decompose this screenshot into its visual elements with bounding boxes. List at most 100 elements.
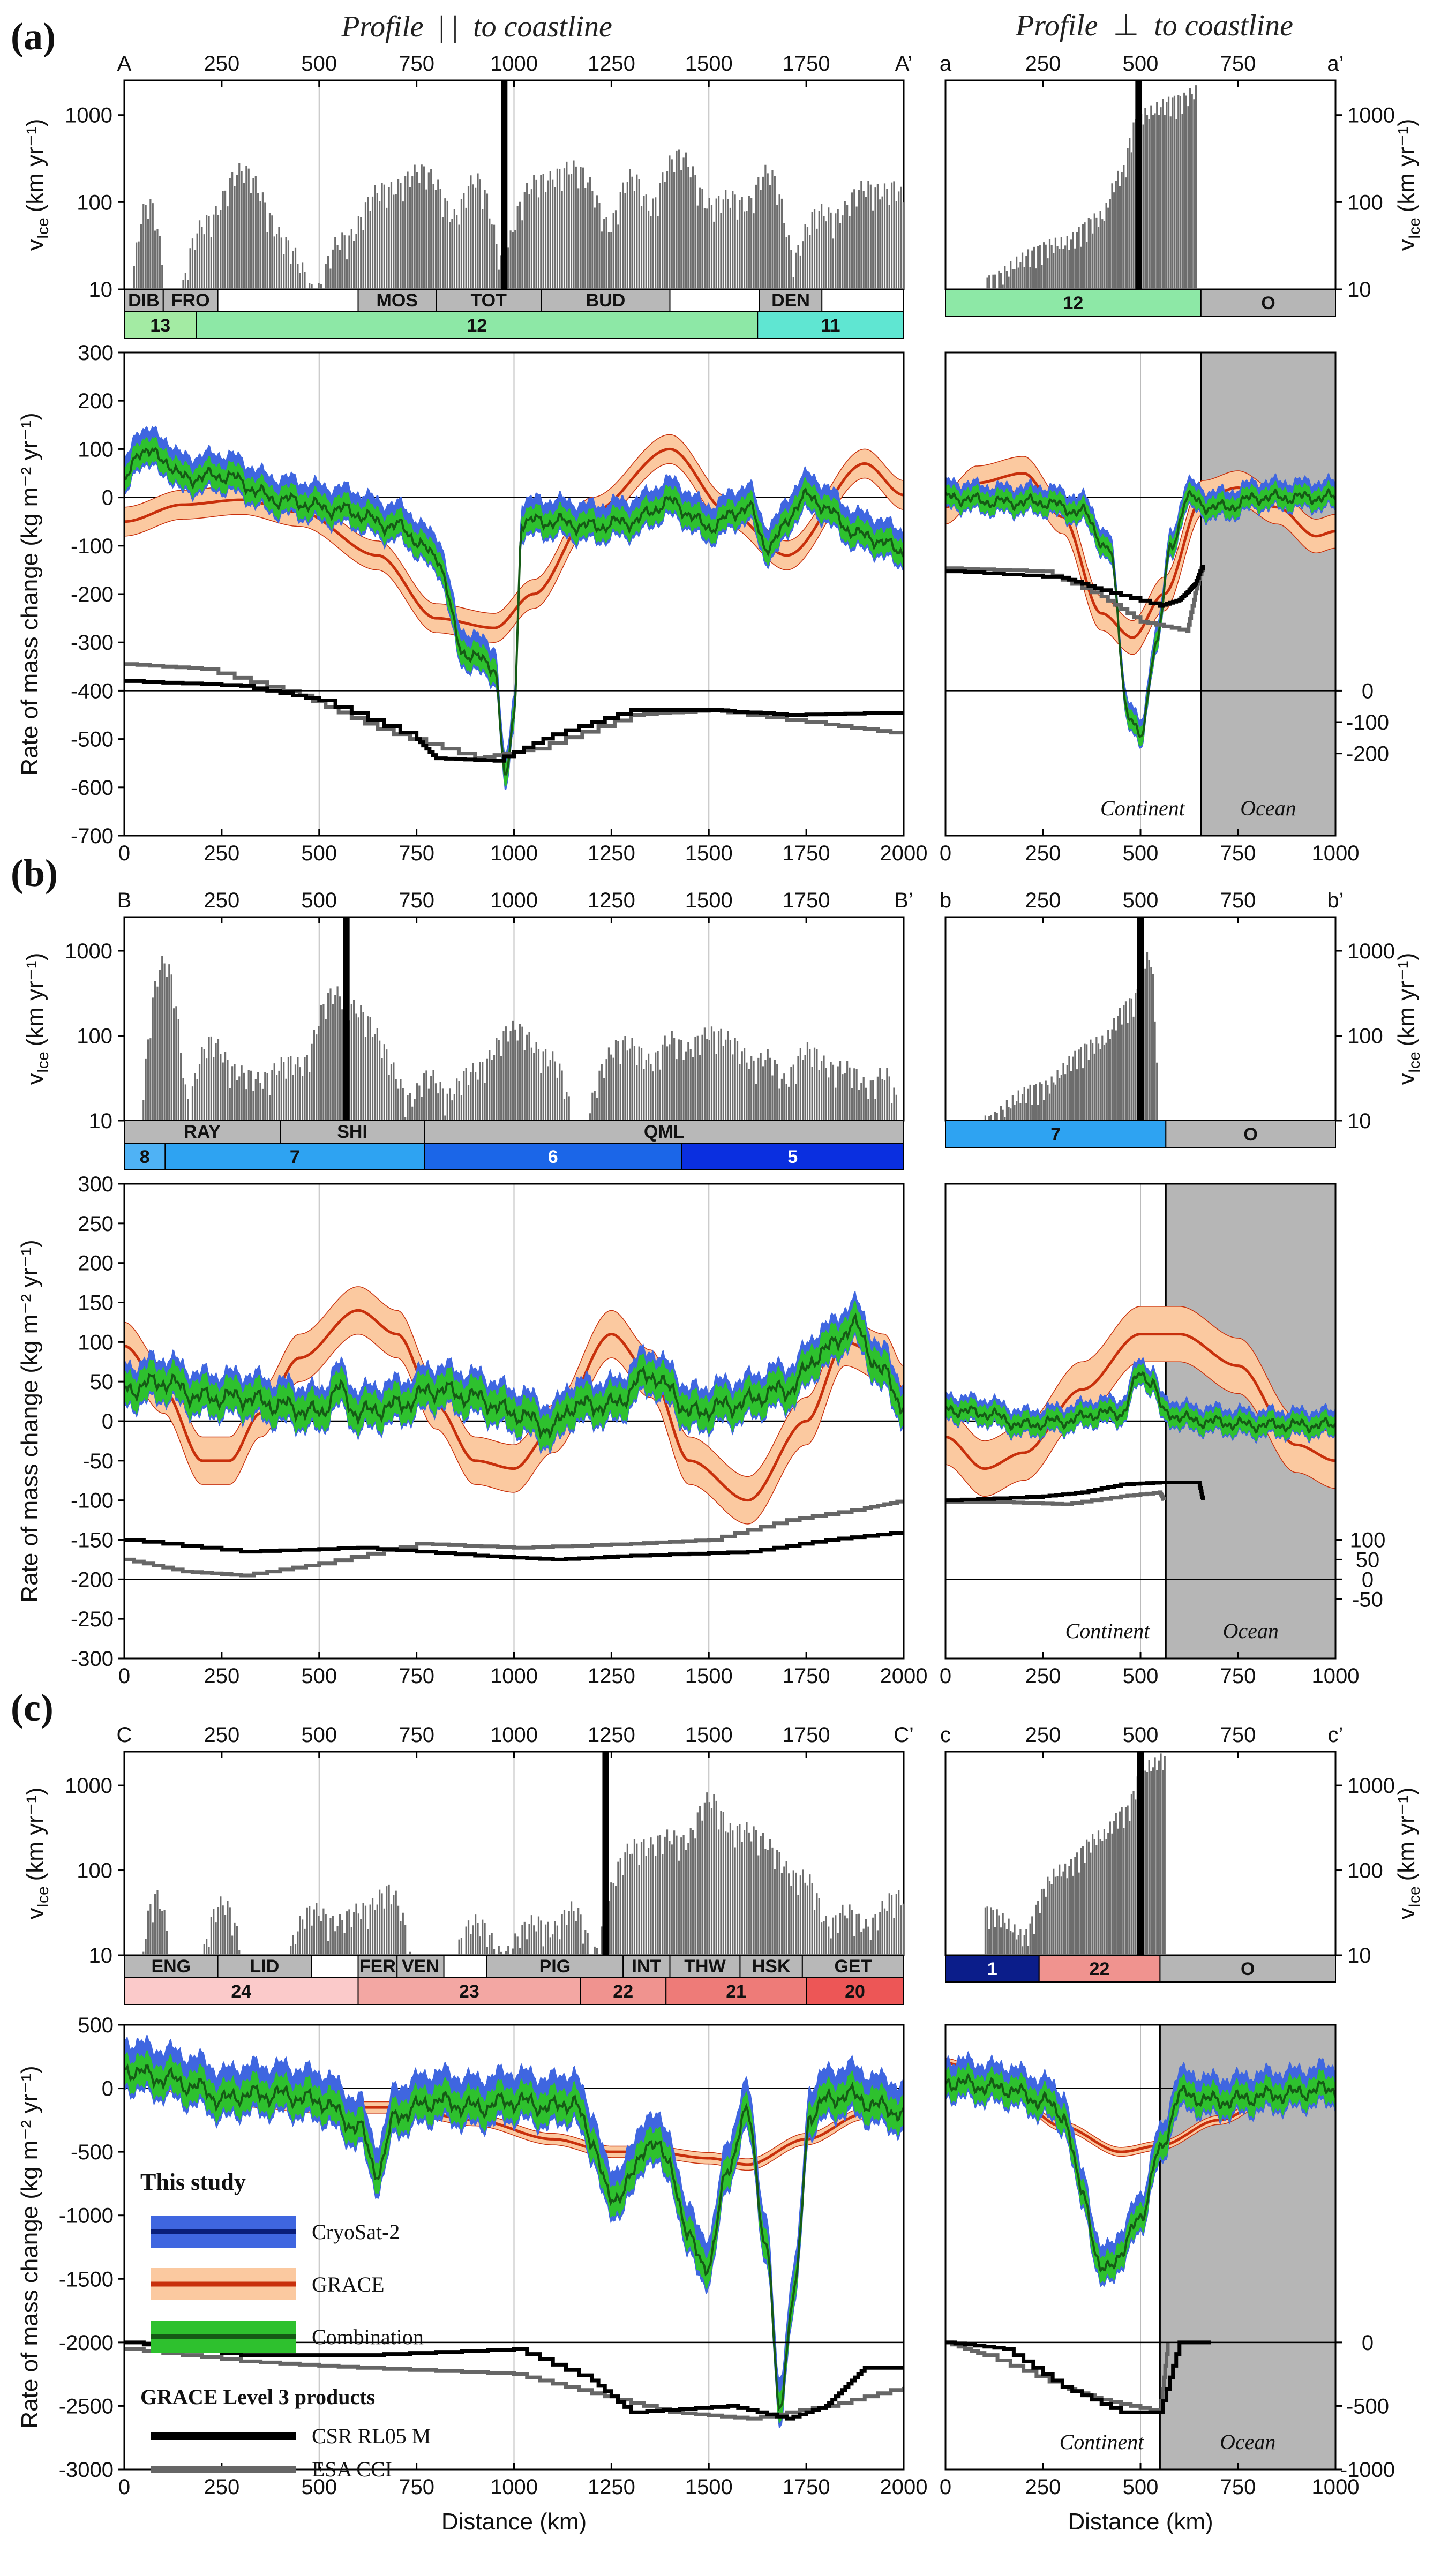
bottom-tick-label: 750 [1220,1664,1256,1688]
drainage-label: 1 [987,1959,997,1979]
basin-label: FER [359,1956,396,1977]
mass-ytick-label: -200 [71,583,114,606]
top-tick-label: 1250 [588,52,635,76]
velocity-axis-label: vIce (km yr⁻¹) [1393,1788,1423,1920]
drainage-label: 8 [140,1147,150,1167]
mass-ytick-label: 300 [78,1173,114,1196]
bottom-tick-label: 250 [204,2475,240,2499]
velocity-ytick-label: 100 [1347,191,1383,214]
profile-start-label: a [940,52,952,76]
l3-ytick-label: -200 [1346,742,1389,766]
velocity-ytick-label: 1000 [65,104,112,127]
mass-series [124,2035,904,2429]
l3-ytick-label: 100 [1350,1529,1386,1552]
l3-esa-line [124,1499,904,1578]
mass-ytick-label: 100 [78,1331,114,1354]
velocity-peak-bar [1137,1752,1144,1955]
mass-ytick-label: 300 [78,341,114,365]
drainage-box [945,1955,1040,1983]
mass-ytick-label: 0 [102,1410,114,1433]
basin-box [217,1955,312,1978]
bottom-tick-label: 0 [940,2475,951,2499]
basin-box [759,289,823,312]
bottom-tick-label: 500 [1123,2475,1159,2499]
panel-label: (c) [11,1686,54,1729]
drainage-label: O [1261,293,1275,313]
profile-end-label: c’ [1328,1723,1344,1747]
continent-label: Continent [1100,796,1185,820]
basin-label: TOT [471,290,507,311]
combination-band [124,2050,904,2424]
title-perpendicular: Profile ⊥ to coastline [1015,9,1293,42]
bottom-tick-label: 750 [1220,2475,1256,2499]
l3-ytick-label: 0 [1362,1568,1374,1591]
drainage-label: 23 [459,1981,479,2002]
continent-label: Continent [1060,2430,1145,2454]
legend-l3-label: ESA CCI [312,2457,392,2481]
bottom-tick-label: 250 [204,842,240,865]
l3-ytick-label: 50 [1356,1548,1380,1572]
combination-band [945,2062,1335,2284]
profile-end-label: B’ [894,889,913,912]
velocity-axis-label-main: v [1393,239,1420,251]
drainage-box [424,1143,682,1170]
bottom-tick-label: 0 [118,2475,130,2499]
mass-ytick-label: -150 [71,1529,114,1552]
mass-ytick-label: 0 [102,486,114,510]
mass-ytick-label: 150 [78,1291,114,1315]
combination-line [124,1312,904,1440]
velocity-axis-label: vIce (km yr⁻¹) [22,953,52,1085]
bottom-tick-label: 1000 [1312,1664,1360,1688]
drainage-label: 20 [845,1981,865,2002]
x-axis-label: Distance (km) [1068,2509,1213,2535]
velocity-ytick-label: 1000 [1347,104,1395,127]
drainage-label: O [1241,1959,1255,1979]
mass-axis-label: Rate of mass change (kg m⁻² yr⁻¹) [17,2066,43,2428]
bottom-tick-label: 1750 [783,1664,830,1688]
title-perpendicular-prefix: Profile [1015,9,1098,42]
velocity-ytick-label: 1000 [1347,940,1395,963]
top-tick-label: 1250 [588,889,635,912]
l3-esa-line [945,1490,1166,1506]
drainage-box [945,289,1202,317]
bottom-tick-label: 1500 [685,842,733,865]
drainage-label: 21 [726,1981,746,2002]
title-perpendicular-symbol: ⊥ [1113,9,1139,42]
title-parallel-symbol: | | [439,10,458,43]
velocity-axis-label: vIce (km yr⁻¹) [1393,953,1423,1085]
drainage-box [580,1977,667,2005]
mass-ytick-label: -100 [71,535,114,558]
mass-ytick-label: -1000 [59,2204,114,2228]
drainage-label: 13 [150,316,170,336]
bottom-tick-label: 250 [204,1664,240,1688]
bottom-tick-label: 1000 [490,1664,538,1688]
combination-line [945,2073,1335,2273]
mass-ytick-label: -100 [71,1489,114,1513]
mass-ytick-label: 250 [78,1212,114,1236]
top-tick-label: 1500 [685,889,733,912]
velocity-axis-label-unit: (km yr⁻¹) [1393,119,1420,213]
bottom-tick-label: 1250 [588,842,635,865]
bottom-tick-label: 1250 [588,1664,635,1688]
basin-box [739,1955,803,1978]
velocity-axis-label-unit: (km yr⁻¹) [1393,1788,1420,1881]
velocity-ytick-label: 100 [1347,1859,1383,1883]
velocity-ytick-label: 1000 [1347,1774,1395,1798]
mass-ytick-label: -600 [71,776,114,800]
basin-label: THW [684,1956,726,1977]
velocity-ytick-label: 100 [77,1859,112,1883]
mass-series [945,1306,1335,1506]
velocity-ytick-label: 10 [1347,1109,1371,1133]
bottom-tick-label: 750 [399,1664,434,1688]
basin-box [424,1120,904,1144]
l3-esa-line [124,662,904,761]
profile-start-label: A [117,52,132,76]
drainage-box [681,1143,904,1170]
top-tick-label: 250 [204,52,240,76]
bottom-tick-label: 750 [399,2475,434,2499]
drainage-label: 22 [613,1981,633,2002]
